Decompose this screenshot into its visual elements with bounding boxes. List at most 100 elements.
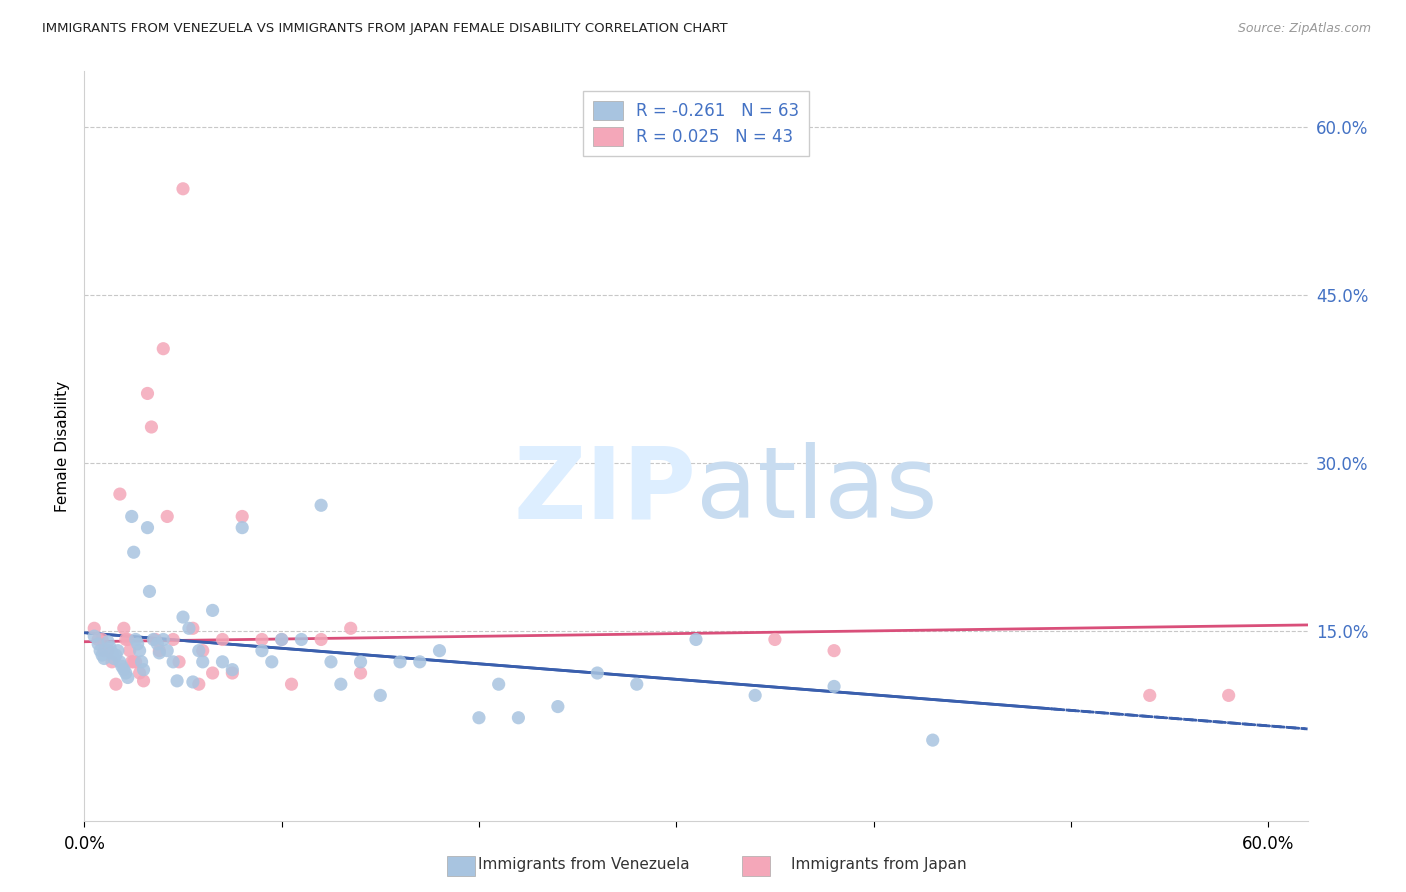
- Text: IMMIGRANTS FROM VENEZUELA VS IMMIGRANTS FROM JAPAN FEMALE DISABILITY CORRELATION: IMMIGRANTS FROM VENEZUELA VS IMMIGRANTS …: [42, 22, 728, 36]
- Point: [121, 509, 143, 524]
- Point: [98, 640, 121, 655]
- Point: [685, 632, 707, 647]
- Point: [488, 677, 510, 691]
- Point: [389, 655, 412, 669]
- Point: [250, 643, 273, 657]
- Point: [166, 673, 188, 688]
- Point: [97, 634, 120, 648]
- Point: [127, 637, 149, 651]
- Point: [122, 545, 145, 559]
- Point: [250, 632, 273, 647]
- Point: [122, 655, 145, 669]
- Point: [270, 632, 292, 647]
- Point: [823, 680, 845, 694]
- Point: [91, 648, 114, 662]
- Point: [132, 663, 155, 677]
- Point: [921, 733, 943, 747]
- Point: [162, 655, 184, 669]
- Point: [152, 632, 174, 647]
- Point: [211, 655, 233, 669]
- Point: [231, 521, 253, 535]
- Point: [280, 677, 302, 691]
- Point: [429, 643, 451, 657]
- Point: [309, 498, 332, 512]
- Point: [108, 487, 131, 501]
- Point: [107, 643, 129, 657]
- Point: [586, 666, 609, 681]
- Point: [368, 689, 391, 703]
- Point: [148, 643, 170, 657]
- Point: [87, 637, 110, 651]
- Point: [101, 655, 124, 669]
- Point: [201, 666, 224, 681]
- Point: [148, 646, 170, 660]
- Point: [156, 509, 179, 524]
- Point: [211, 632, 233, 647]
- Point: [103, 651, 125, 665]
- Point: [823, 643, 845, 657]
- Point: [141, 420, 163, 434]
- Point: [1218, 689, 1240, 703]
- Point: [508, 711, 530, 725]
- Text: Source: ZipAtlas.com: Source: ZipAtlas.com: [1237, 22, 1371, 36]
- Point: [1139, 689, 1161, 703]
- Point: [177, 621, 200, 635]
- Point: [128, 666, 150, 681]
- Point: [187, 677, 209, 691]
- Point: [319, 655, 342, 669]
- Point: [138, 584, 160, 599]
- Point: [191, 643, 214, 657]
- Point: [409, 655, 432, 669]
- Point: [329, 677, 352, 691]
- Point: [112, 663, 135, 677]
- Point: [114, 632, 136, 647]
- Point: [145, 632, 167, 647]
- Text: Immigrants from Venezuela: Immigrants from Venezuela: [478, 857, 689, 872]
- Point: [763, 632, 786, 647]
- Point: [152, 342, 174, 356]
- Point: [167, 655, 190, 669]
- Text: atlas: atlas: [696, 442, 938, 540]
- Text: ZIP: ZIP: [513, 442, 696, 540]
- Point: [187, 643, 209, 657]
- Point: [97, 643, 120, 657]
- Point: [83, 629, 105, 643]
- Point: [131, 655, 153, 669]
- Point: [91, 632, 114, 647]
- Point: [626, 677, 648, 691]
- Point: [112, 621, 135, 635]
- Point: [260, 655, 283, 669]
- Point: [117, 632, 139, 647]
- Point: [128, 643, 150, 657]
- Point: [191, 655, 214, 669]
- Point: [104, 677, 127, 691]
- Point: [111, 659, 134, 673]
- Point: [146, 637, 169, 651]
- Point: [156, 643, 179, 657]
- Point: [132, 673, 155, 688]
- Point: [349, 666, 371, 681]
- Point: [118, 643, 141, 657]
- Point: [547, 699, 569, 714]
- Point: [124, 655, 146, 669]
- Point: [104, 648, 127, 662]
- Point: [339, 621, 361, 635]
- Point: [221, 663, 243, 677]
- Point: [87, 632, 110, 647]
- Point: [121, 655, 143, 669]
- Point: [309, 632, 332, 647]
- Point: [349, 655, 371, 669]
- Bar: [742, 856, 770, 876]
- Point: [172, 182, 194, 196]
- Bar: [447, 856, 475, 876]
- Point: [181, 675, 204, 690]
- Point: [270, 632, 292, 647]
- Point: [201, 603, 224, 617]
- Point: [162, 632, 184, 647]
- Point: [181, 621, 204, 635]
- Point: [114, 666, 136, 681]
- Point: [93, 643, 115, 657]
- Point: [101, 646, 124, 660]
- Point: [124, 632, 146, 647]
- Point: [117, 671, 139, 685]
